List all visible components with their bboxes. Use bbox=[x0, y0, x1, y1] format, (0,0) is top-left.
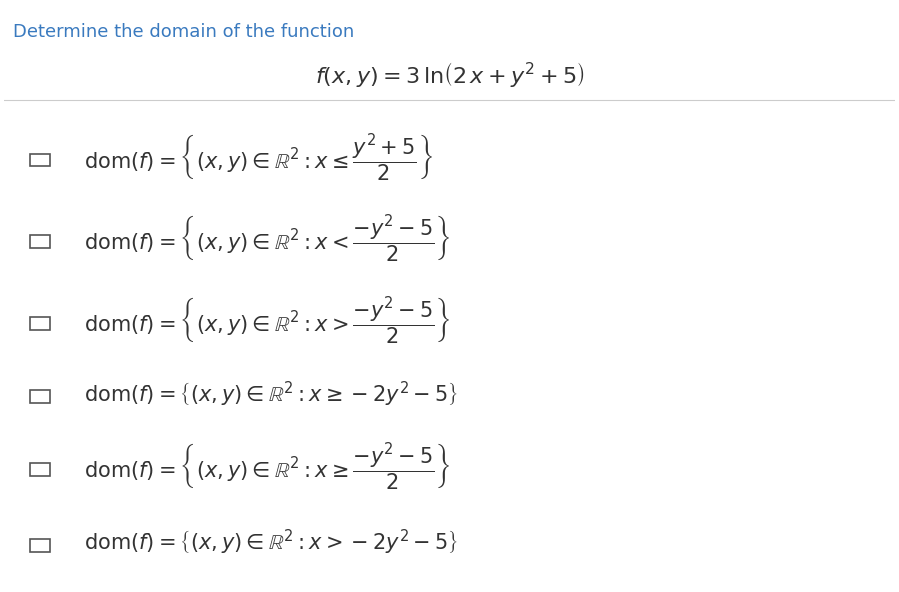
Text: $\mathrm{dom}(f) = \left\{(x,y) \in \mathbb{R}^2 : x < \dfrac{-y^2-5}{2}\right\}: $\mathrm{dom}(f) = \left\{(x,y) \in \mat… bbox=[85, 214, 451, 265]
Text: $f(x, y) = 3\,\ln\!\left(2\,x + y^{2} + 5\right)$: $f(x, y) = 3\,\ln\!\left(2\,x + y^{2} + … bbox=[315, 60, 584, 89]
Text: $\mathrm{dom}(f) = \left\{(x,y) \in \mathbb{R}^2 : x > \dfrac{-y^2-5}{2}\right\}: $\mathrm{dom}(f) = \left\{(x,y) \in \mat… bbox=[85, 295, 451, 347]
Text: Determine the domain of the function: Determine the domain of the function bbox=[13, 23, 354, 41]
Text: $\mathrm{dom}(f) = \left\{(x,y) \in \mathbb{R}^2 : x \geq \dfrac{-y^2-5}{2}\righ: $\mathrm{dom}(f) = \left\{(x,y) \in \mat… bbox=[85, 441, 451, 493]
Text: $\mathrm{dom}(f) = \left\{(x,y) \in \mathbb{R}^2 : x \geq -2y^2-5\right\}$: $\mathrm{dom}(f) = \left\{(x,y) \in \mat… bbox=[85, 379, 458, 408]
Text: $\mathrm{dom}(f) = \left\{(x,y) \in \mathbb{R}^2 : x \leq \dfrac{y^2+5}{2}\right: $\mathrm{dom}(f) = \left\{(x,y) \in \mat… bbox=[85, 132, 433, 184]
Text: $\mathrm{dom}(f) = \left\{(x,y) \in \mathbb{R}^2 : x > -2y^2-5\right\}$: $\mathrm{dom}(f) = \left\{(x,y) \in \mat… bbox=[85, 528, 458, 558]
